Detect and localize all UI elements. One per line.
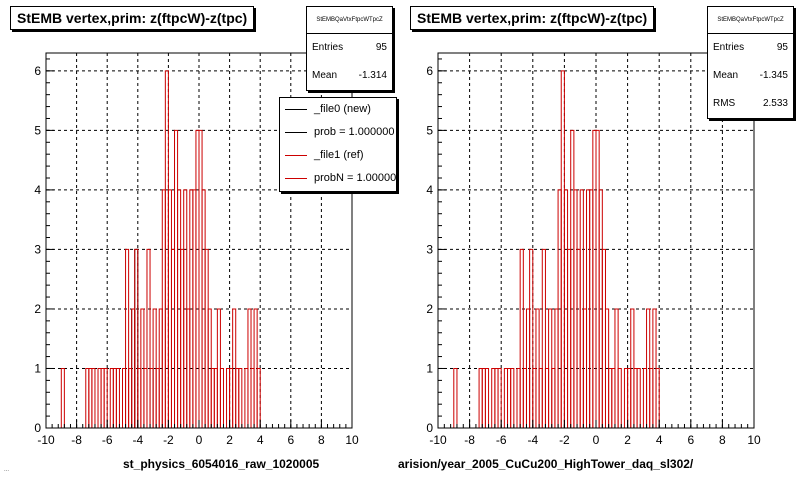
x-tick-label: 8 <box>318 433 325 447</box>
y-tick-label: 4 <box>34 183 41 197</box>
y-tick-label: 6 <box>34 64 41 78</box>
histogram-pad-left: -10 -8 -6 -4 -2 0 2 4 6 8 10 0 1 2 3 4 5 6 StEMB vertex,p… <box>0 0 398 480</box>
legend-entry-probn: probN = 1.000000 <box>280 167 396 190</box>
corner-text: ... <box>4 467 10 473</box>
legend-entry-ref: _file1 (ref) <box>280 144 396 167</box>
file-label-left: st_physics_6054016_raw_1020005 <box>123 457 320 471</box>
x-tick-label: 8 <box>719 433 726 447</box>
x-tick-label: 0 <box>593 433 600 447</box>
legend-label-ref: _file1 (ref) <box>314 149 364 161</box>
y-tick-label: 2 <box>34 302 41 316</box>
histogram-bin <box>510 367 515 428</box>
stats-box: StEMBQaVtxFtpcWTpcZ Entries 95 Mean -1.3… <box>306 6 393 91</box>
stats-mean: Mean -1.345 <box>708 62 793 90</box>
stats-mean-value: -1.314 <box>358 70 387 81</box>
y-tick-label: 4 <box>426 183 433 197</box>
stats-mean-label: Mean <box>312 70 338 81</box>
x-tick-label: -10 <box>37 433 55 447</box>
stats-mean-label: Mean <box>713 70 739 81</box>
histogram-bin <box>103 367 108 428</box>
y-tick-label: 3 <box>426 242 433 256</box>
x-tick-label: 10 <box>345 433 359 447</box>
histogram-bin <box>529 248 534 428</box>
histogram-bin <box>256 367 261 428</box>
stats-rms: RMS 2.533 <box>708 90 793 118</box>
y-tick-label: 0 <box>426 421 433 435</box>
histogram-bin <box>91 367 96 428</box>
histogram-bin <box>125 248 130 428</box>
stats-mean: Mean -1.314 <box>307 62 392 90</box>
stats-entries: Entries 95 <box>307 34 392 62</box>
x-tick-label: -8 <box>464 433 475 447</box>
legend-entry-new: _file0 (new) <box>280 98 396 121</box>
legend-line-new <box>285 109 307 110</box>
histogram-plot-right: -10 -8 -6 -4 -2 0 2 4 6 8 10 0 1 2 3 4 5 6 <box>426 52 761 447</box>
x-tick-label: 10 <box>747 433 761 447</box>
legend-label-prob: prob = 1.000000 <box>314 126 395 138</box>
x-tick-label: -4 <box>132 433 143 447</box>
histogram-bin <box>655 367 660 428</box>
x-tick-label: 4 <box>656 433 663 447</box>
histogram-pad-right: -10 -8 -6 -4 -2 0 2 4 6 8 10 0 1 2 3 4 5 6 StEMB vertex,p… <box>398 0 800 480</box>
histogram-title: StEMB vertex,prim: z(ftpcW)-z(tpc) <box>10 6 255 30</box>
legend-line-probn <box>285 178 307 179</box>
legend-label-probn: probN = 1.000000 <box>314 172 397 184</box>
histogram-bin <box>617 367 622 428</box>
y-tick-label: 2 <box>426 302 433 316</box>
x-tick-label: 6 <box>687 433 694 447</box>
histogram-bin <box>115 367 120 428</box>
legend-line-prob <box>285 132 307 133</box>
stats-box: StEMBQaVtxFtpcWTpcZ Entries 95 Mean -1.3… <box>707 6 794 119</box>
legend-line-ref <box>285 155 307 156</box>
y-tick-label: 3 <box>34 242 41 256</box>
x-tick-label: -6 <box>496 433 507 447</box>
histogram-bin <box>60 367 65 428</box>
stats-rms-value: 2.533 <box>762 98 788 109</box>
stats-histogram-name: StEMBQaVtxFtpcWTpcZ <box>708 7 793 34</box>
x-tick-label: 6 <box>287 433 294 447</box>
x-tick-label: 2 <box>624 433 631 447</box>
legend: _file0 (new) prob = 1.000000 _file1 (ref… <box>279 97 397 192</box>
stats-entries-value: 95 <box>375 42 387 53</box>
stats-entries: Entries 95 <box>708 34 793 62</box>
y-tick-label: 6 <box>426 64 433 78</box>
y-tick-label: 1 <box>34 361 41 375</box>
stats-entries-value: 95 <box>776 42 788 53</box>
histogram-bin <box>219 367 224 428</box>
histogram-bin <box>636 367 641 428</box>
legend-entry-prob: prob = 1.000000 <box>280 121 396 144</box>
stats-mean-value: -1.345 <box>759 70 788 81</box>
stats-entries-label: Entries <box>312 42 344 53</box>
histogram-title: StEMB vertex,prim: z(ftpcW)-z(tpc) <box>410 6 655 30</box>
stats-histogram-name: StEMBQaVtxFtpcWTpcZ <box>307 7 392 34</box>
histogram-bin <box>453 367 458 428</box>
histogram-bin <box>134 248 139 428</box>
histogram-bin <box>519 248 524 428</box>
x-tick-label: 2 <box>226 433 233 447</box>
histogram-bin <box>541 248 546 428</box>
x-tick-label: -8 <box>71 433 82 447</box>
y-tick-label: 0 <box>34 421 41 435</box>
y-tick-label: 1 <box>426 361 433 375</box>
x-tick-label: 4 <box>257 433 264 447</box>
histogram-bin <box>497 367 502 428</box>
stats-entries-label: Entries <box>713 42 745 53</box>
y-tick-label: 5 <box>34 123 41 137</box>
x-tick-label: -6 <box>102 433 113 447</box>
y-tick-label: 5 <box>426 123 433 137</box>
x-tick-label: -4 <box>527 433 538 447</box>
stats-rms-label: RMS <box>713 98 736 109</box>
x-tick-label: 0 <box>196 433 203 447</box>
histogram-bin <box>146 248 151 428</box>
legend-label-new: _file0 (new) <box>314 103 371 115</box>
file-label-right: arision/year_2005_CuCu200_HighTower_daq_… <box>398 457 694 471</box>
x-tick-label: -2 <box>163 433 174 447</box>
x-tick-label: -10 <box>429 433 447 447</box>
histogram-bin <box>484 367 490 428</box>
x-tick-label: -2 <box>559 433 570 447</box>
histogram-bin <box>238 367 243 428</box>
